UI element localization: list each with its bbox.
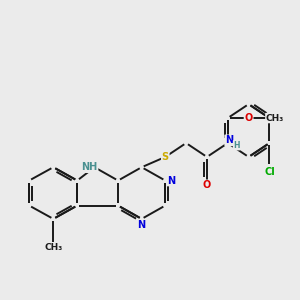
Text: N: N [138, 220, 146, 230]
Text: CH₃: CH₃ [44, 243, 62, 252]
Text: Cl: Cl [264, 167, 275, 177]
Text: O: O [203, 180, 211, 190]
Text: S: S [162, 152, 169, 162]
Text: N: N [167, 176, 175, 186]
Text: H: H [233, 141, 240, 150]
Text: O: O [244, 113, 253, 123]
Text: CH₃: CH₃ [266, 114, 284, 123]
Text: N: N [225, 135, 233, 145]
Text: NH: NH [81, 162, 98, 172]
